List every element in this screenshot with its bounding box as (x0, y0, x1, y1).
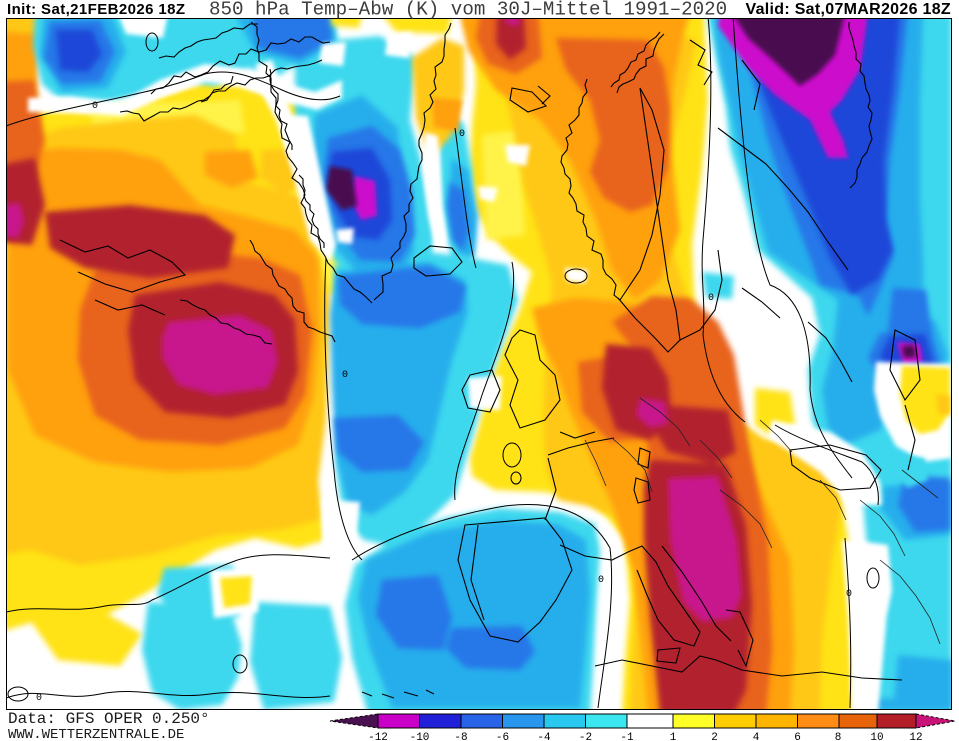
svg-text:WWW.WETTERZENTRALE.DE: WWW.WETTERZENTRALE.DE (8, 727, 184, 741)
svg-text:-8: -8 (454, 732, 467, 741)
svg-text:10: 10 (870, 732, 883, 741)
svg-text:-10: -10 (410, 732, 430, 741)
svg-text:Init: Sat,21FEB2026 18Z: Init: Sat,21FEB2026 18Z (7, 1, 185, 18)
svg-text:1: 1 (670, 732, 677, 741)
svg-text:Valid: Sat,07MAR2026 18Z: Valid: Sat,07MAR2026 18Z (745, 1, 951, 18)
svg-text:0: 0 (708, 293, 714, 304)
svg-text:0: 0 (92, 101, 98, 112)
svg-text:4: 4 (753, 732, 760, 741)
svg-text:-6: -6 (496, 732, 509, 741)
svg-text:0: 0 (342, 370, 348, 381)
svg-text:12: 12 (909, 732, 922, 741)
svg-text:-12: -12 (368, 732, 388, 741)
svg-text:-2: -2 (579, 732, 592, 741)
svg-text:2: 2 (711, 732, 718, 741)
svg-text:0: 0 (598, 575, 604, 586)
svg-text:-1: -1 (620, 732, 634, 741)
svg-text:0: 0 (36, 693, 42, 704)
svg-text:6: 6 (794, 732, 801, 741)
svg-text:0: 0 (846, 589, 852, 600)
svg-text:Data: GFS OPER 0.250°: Data: GFS OPER 0.250° (8, 710, 210, 728)
svg-text:0: 0 (459, 129, 465, 140)
svg-text:850 hPa Temp–Abw (K) vom 30J–M: 850 hPa Temp–Abw (K) vom 30J–Mittel 1991… (209, 0, 727, 21)
svg-text:8: 8 (835, 732, 842, 741)
svg-text:-4: -4 (537, 732, 551, 741)
